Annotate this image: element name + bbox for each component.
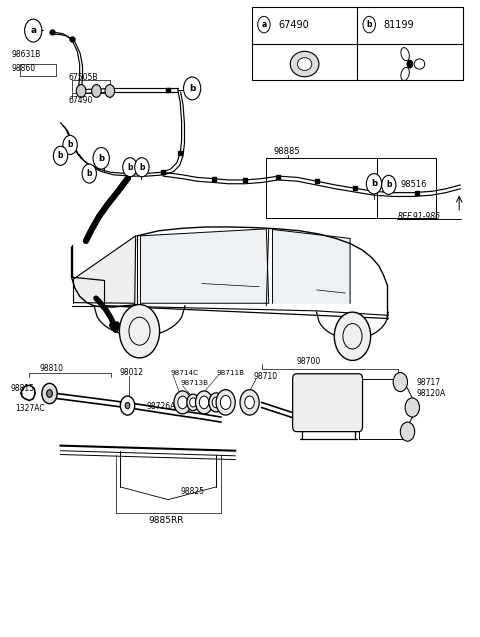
Circle shape xyxy=(245,396,254,409)
Circle shape xyxy=(76,85,86,97)
Text: a: a xyxy=(30,26,36,35)
Polygon shape xyxy=(141,229,269,303)
Text: 98714C: 98714C xyxy=(170,369,199,376)
Text: b: b xyxy=(366,20,372,29)
Text: 98825: 98825 xyxy=(180,487,204,496)
Text: 98700: 98700 xyxy=(297,357,321,366)
Circle shape xyxy=(63,136,77,155)
Circle shape xyxy=(393,373,408,392)
Ellipse shape xyxy=(290,52,319,77)
Text: 98726A: 98726A xyxy=(147,402,176,411)
Text: 9885RR: 9885RR xyxy=(148,516,184,525)
Circle shape xyxy=(174,391,191,414)
Circle shape xyxy=(93,148,109,169)
Circle shape xyxy=(92,85,101,97)
Text: b: b xyxy=(98,154,104,163)
Polygon shape xyxy=(273,229,350,303)
FancyBboxPatch shape xyxy=(252,7,463,80)
Circle shape xyxy=(220,396,231,410)
Text: 98516: 98516 xyxy=(401,180,427,189)
Circle shape xyxy=(407,61,413,68)
Circle shape xyxy=(190,398,196,407)
Circle shape xyxy=(135,158,149,176)
Text: 98885: 98885 xyxy=(274,148,300,157)
Circle shape xyxy=(120,396,135,415)
Circle shape xyxy=(42,383,57,404)
Text: 81199: 81199 xyxy=(384,20,414,29)
Circle shape xyxy=(82,164,96,183)
Circle shape xyxy=(24,19,42,42)
Circle shape xyxy=(334,312,371,361)
Circle shape xyxy=(258,17,270,33)
Circle shape xyxy=(216,390,235,415)
Text: 98713B: 98713B xyxy=(180,380,208,386)
Text: 98120A: 98120A xyxy=(416,389,445,398)
Text: 98631B: 98631B xyxy=(11,50,40,59)
Text: 98815: 98815 xyxy=(10,384,34,393)
Circle shape xyxy=(187,394,199,411)
Circle shape xyxy=(363,17,375,33)
Circle shape xyxy=(183,77,201,100)
Text: 67490: 67490 xyxy=(278,20,309,29)
Text: 98717: 98717 xyxy=(416,378,440,387)
Text: b: b xyxy=(139,162,144,172)
Circle shape xyxy=(105,85,115,97)
Text: 67490: 67490 xyxy=(69,96,93,105)
Circle shape xyxy=(47,390,52,397)
Circle shape xyxy=(405,398,420,417)
Text: b: b xyxy=(67,141,73,150)
Text: b: b xyxy=(371,179,377,189)
Text: REF.91-986: REF.91-986 xyxy=(398,212,441,221)
Circle shape xyxy=(400,422,415,441)
Circle shape xyxy=(240,390,259,415)
Text: b: b xyxy=(127,162,132,172)
Circle shape xyxy=(53,147,68,166)
FancyBboxPatch shape xyxy=(293,374,362,432)
Text: 98810: 98810 xyxy=(40,364,64,373)
Text: b: b xyxy=(189,84,195,93)
Text: b: b xyxy=(386,180,392,189)
Text: 98710: 98710 xyxy=(253,373,277,382)
Text: 98860: 98860 xyxy=(11,64,36,73)
Circle shape xyxy=(212,397,220,408)
Text: 98711B: 98711B xyxy=(216,369,244,376)
Circle shape xyxy=(366,173,382,194)
Text: b: b xyxy=(58,151,63,161)
Polygon shape xyxy=(73,236,136,303)
Circle shape xyxy=(199,396,209,409)
Ellipse shape xyxy=(298,58,312,71)
Circle shape xyxy=(125,403,130,409)
Circle shape xyxy=(209,393,223,412)
Circle shape xyxy=(178,396,187,409)
Text: b: b xyxy=(86,169,92,178)
Text: a: a xyxy=(261,20,266,29)
Circle shape xyxy=(195,391,213,414)
Circle shape xyxy=(120,304,159,358)
Text: 1327AC: 1327AC xyxy=(15,404,45,413)
Circle shape xyxy=(123,158,137,176)
Circle shape xyxy=(382,175,396,194)
Text: 98012: 98012 xyxy=(120,368,144,377)
Text: 67505B: 67505B xyxy=(69,73,98,82)
